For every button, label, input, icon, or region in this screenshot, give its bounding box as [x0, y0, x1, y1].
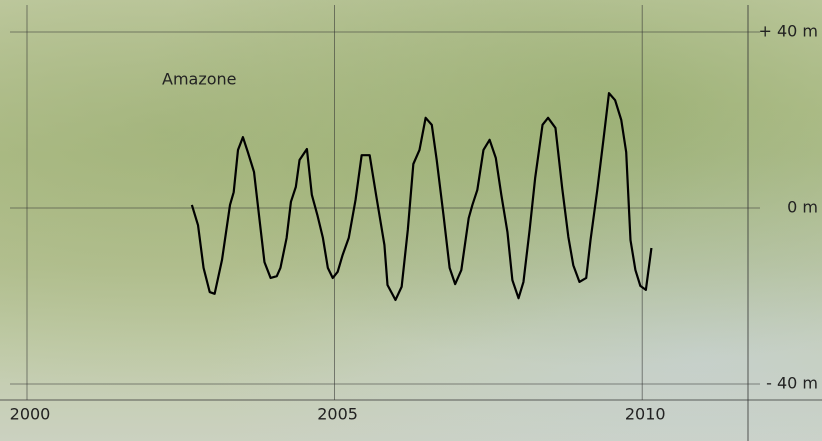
- chart: Amazone + 40 m 0 m - 40 m 2000 2005 2010: [0, 0, 822, 441]
- y-tick-label: - 40 m: [766, 374, 818, 393]
- y-tick-label: 0 m: [787, 198, 818, 217]
- x-tick-label: 2000: [10, 405, 51, 424]
- y-tick-label: + 40 m: [758, 22, 818, 41]
- x-tick-label: 2010: [625, 405, 666, 424]
- x-tick-label: 2005: [317, 405, 358, 424]
- data-line: [192, 93, 652, 300]
- page: Amazone + 40 m 0 m - 40 m 2000 2005 2010: [0, 0, 822, 441]
- annotation: Amazone: [162, 70, 237, 89]
